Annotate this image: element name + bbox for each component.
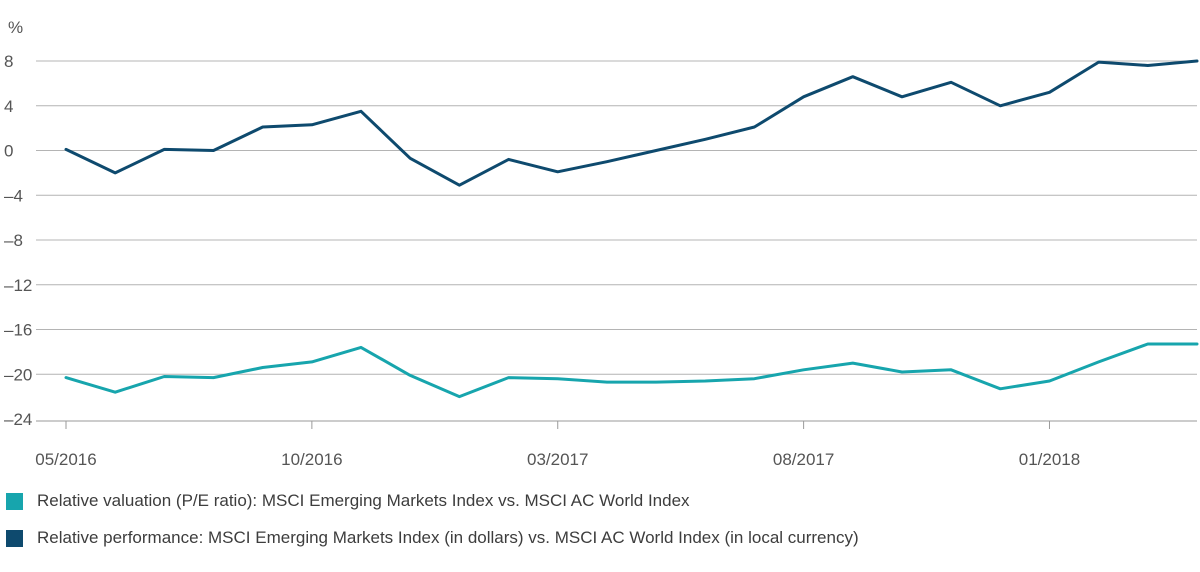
- legend-label-relative-performance: Relative performance: MSCI Emerging Mark…: [37, 528, 859, 547]
- x-tick-label: 03/2017: [527, 450, 588, 469]
- y-tick-label: 0: [4, 142, 13, 161]
- x-axis: 05/2016 10/2016 03/2017 08/2017 01/2018: [35, 420, 1197, 469]
- legend-item-relative-performance: Relative performance: MSCI Emerging Mark…: [6, 527, 859, 549]
- series-line-relative-valuation: [64, 342, 1199, 399]
- x-tick-label: 05/2016: [35, 450, 96, 469]
- chart: 8 4 0 –4 –8 –12 –16 –20 –24 05/2016 10/2016 03/201…: [4, 18, 1199, 469]
- y-tick-label: –16: [4, 321, 32, 340]
- series-line-relative-performance: [64, 59, 1199, 187]
- y-axis-unit-label: %: [8, 18, 23, 37]
- y-tick-label: –4: [4, 186, 23, 205]
- legend-item-relative-valuation: Relative valuation (P/E ratio): MSCI Eme…: [6, 490, 859, 512]
- x-tick-label: 10/2016: [281, 450, 342, 469]
- legend-label-relative-valuation: Relative valuation (P/E ratio): MSCI Eme…: [37, 491, 690, 510]
- y-tick-label: 8: [4, 52, 13, 71]
- gridlines: [36, 60, 1197, 375]
- y-tick-label: –8: [4, 231, 23, 250]
- y-tick-label: 4: [4, 97, 13, 116]
- x-tick-label: 01/2018: [1019, 450, 1080, 469]
- legend-swatch-relative-valuation: [6, 492, 23, 510]
- y-tick-label: –20: [4, 365, 32, 384]
- legend: Relative valuation (P/E ratio): MSCI Eme…: [6, 490, 859, 564]
- y-tick-label: –12: [4, 276, 32, 295]
- series-lines: [64, 59, 1199, 399]
- x-tick-label: 08/2017: [773, 450, 834, 469]
- legend-swatch-relative-performance: [6, 529, 23, 547]
- y-tick-label: –24: [4, 410, 32, 429]
- y-axis-tick-labels: 8 4 0 –4 –8 –12 –16 –20 –24: [4, 52, 32, 429]
